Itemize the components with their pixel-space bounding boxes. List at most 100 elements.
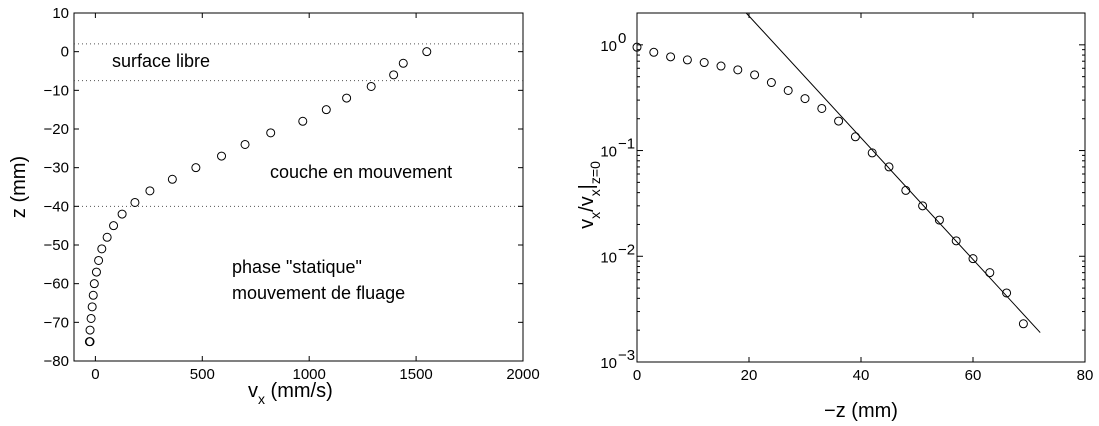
x-tick-label-right: 80 xyxy=(1077,367,1094,384)
y-tick-exponent-right: −1 xyxy=(618,136,635,153)
data-point-left xyxy=(217,151,227,161)
plot-frame-left xyxy=(73,12,524,362)
axis-ticks-left: 0 500 1000 1500 2000 −80 −70 −60 −50 −40 −30 −20 −10… xyxy=(44,5,540,383)
x-tick-label-left: 500 xyxy=(190,366,215,383)
data-point-left xyxy=(117,209,127,219)
x-tick-label-right: 40 xyxy=(853,367,870,384)
x-axis-label-right: −z (mm) xyxy=(824,400,898,422)
y-tick-label-left: 10 xyxy=(52,5,69,22)
data-point-left xyxy=(240,139,250,149)
y-tick-exponent-right: −3 xyxy=(618,347,635,364)
y-tick-label-right: 10 xyxy=(600,249,617,266)
data-point-left xyxy=(89,279,99,289)
y-axis-label-right: vx/vx|z=0 xyxy=(576,161,603,229)
y-tick-label-left: −70 xyxy=(44,314,69,331)
y-tick-label-left: −40 xyxy=(44,198,69,215)
data-point-right xyxy=(750,70,760,80)
data-point-left xyxy=(109,221,119,231)
x-tick-label-left: 1000 xyxy=(293,366,326,383)
x-tick-label-right: 20 xyxy=(741,367,758,384)
y-tick-label-right: 10 xyxy=(600,38,617,55)
data-point-right xyxy=(901,185,911,195)
data-point-right xyxy=(850,132,860,142)
y-tick-label-left: −50 xyxy=(44,237,69,254)
layer-boundary-lines xyxy=(74,43,523,207)
data-point-left xyxy=(91,267,101,277)
x-tick-label-right: 60 xyxy=(965,367,982,384)
plot-frame-right xyxy=(636,12,1086,363)
data-point-left xyxy=(97,244,107,254)
y-label-bar: | xyxy=(576,184,598,189)
data-point-left xyxy=(342,93,352,103)
data-point-right xyxy=(817,103,827,113)
y-label-sub-x1: x xyxy=(587,212,603,219)
data-point-right xyxy=(716,61,726,71)
data-points-left xyxy=(84,47,432,347)
data-point-left xyxy=(85,325,95,335)
data-point-left xyxy=(94,255,104,265)
y-tick-exponent-right: 0 xyxy=(618,30,626,47)
annotation-mouvement-de-fluage: mouvement de fluage xyxy=(232,283,405,303)
x-axis-label-left: vx (mm/s) xyxy=(248,380,333,407)
annotation-phase-statique: phase "statique" xyxy=(232,257,362,277)
y-tick-label-left: −30 xyxy=(44,160,69,177)
x-tick-label-left: 2000 xyxy=(506,366,539,383)
annotation-couche-en-mouvement: couche en mouvement xyxy=(270,162,452,182)
y-tick-label-left: −20 xyxy=(44,121,69,138)
y-tick-label-left: −60 xyxy=(44,276,69,293)
y-tick-label-right: 10 xyxy=(600,144,617,161)
x-tick-label-left: 0 xyxy=(91,366,99,383)
data-point-right xyxy=(1018,319,1028,329)
data-point-left xyxy=(366,81,376,91)
data-point-right xyxy=(884,162,894,172)
data-point-left xyxy=(145,186,155,196)
data-point-right xyxy=(699,58,709,68)
y-label-sub-x2: x xyxy=(587,189,603,196)
data-point-right xyxy=(632,42,642,52)
data-point-left xyxy=(389,70,399,80)
y-label-slash-v: /v xyxy=(576,196,598,212)
x-tick-label-left: 1500 xyxy=(399,366,432,383)
data-points-right xyxy=(632,42,1028,329)
data-point-left xyxy=(84,337,94,347)
data-point-right xyxy=(733,65,743,75)
data-point-right xyxy=(867,148,877,158)
data-point-left xyxy=(191,163,201,173)
y-tick-exponent-right: −2 xyxy=(618,241,635,258)
data-point-left xyxy=(87,302,97,312)
data-point-left xyxy=(422,47,432,57)
data-point-right xyxy=(666,52,676,62)
data-point-left xyxy=(102,232,112,242)
data-point-left xyxy=(167,174,177,184)
y-tick-label-right: 10 xyxy=(600,355,617,372)
y-tick-label-left: 0 xyxy=(61,44,69,61)
data-point-right xyxy=(934,215,944,225)
data-point-left xyxy=(398,58,408,68)
velocity-profile-chart: 0 500 1000 1500 2000 −80 −70 −60 −50 −40 −30 −20 −10… xyxy=(8,5,540,407)
data-point-left xyxy=(86,313,96,323)
annotation-surface-libre: surface libre xyxy=(112,51,210,71)
data-point-right xyxy=(783,85,793,95)
y-label-sub-z0: z=0 xyxy=(587,161,603,184)
data-point-right xyxy=(985,268,995,278)
data-point-left xyxy=(266,128,276,138)
data-point-right xyxy=(682,55,692,65)
data-point-right xyxy=(649,47,659,57)
y-tick-label-left: −80 xyxy=(44,353,69,370)
data-point-right xyxy=(800,94,810,104)
y-axis-label-left: z (mm) xyxy=(8,156,30,218)
data-point-left xyxy=(88,290,98,300)
data-point-right xyxy=(968,254,978,264)
data-point-right xyxy=(766,78,776,88)
y-tick-label-left: −10 xyxy=(44,82,69,99)
x-label-sub-x: x xyxy=(258,391,265,407)
data-point-left xyxy=(321,105,331,115)
data-point-right xyxy=(834,116,844,126)
data-point-left xyxy=(130,197,140,207)
x-label-units: (mm/s) xyxy=(265,380,333,402)
x-label-v: v xyxy=(248,380,258,402)
data-point-left xyxy=(298,116,308,126)
